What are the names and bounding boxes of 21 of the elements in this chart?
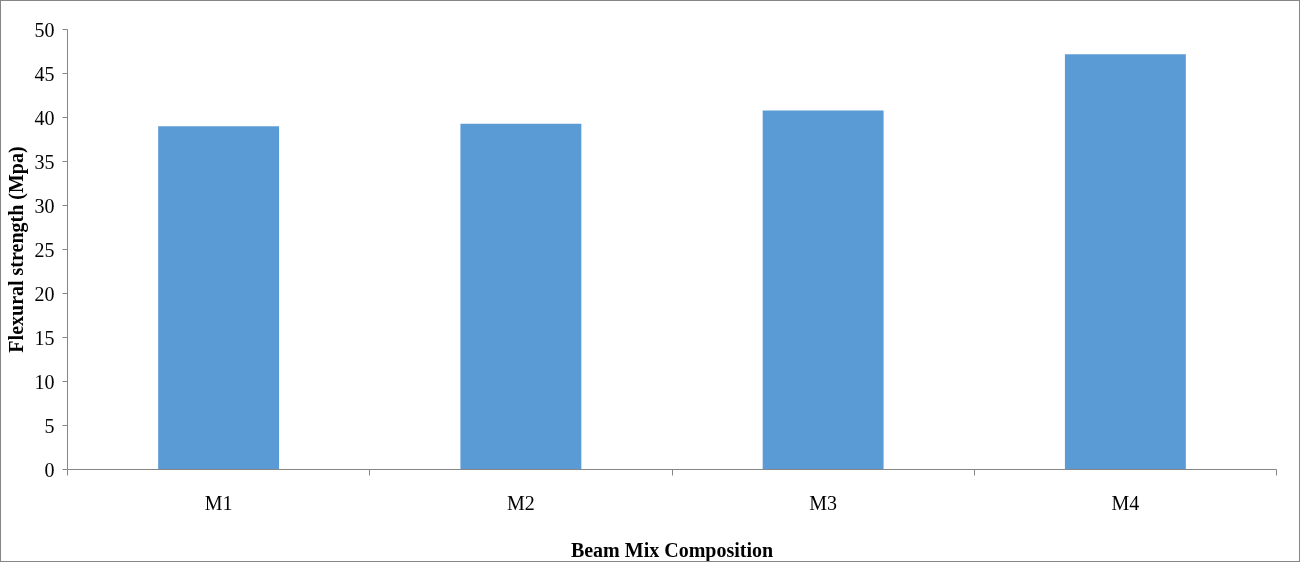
- x-tick-label: M2: [506, 491, 535, 514]
- y-tick-label: 20: [34, 282, 55, 305]
- x-tick-label: M3: [809, 491, 838, 514]
- bar: [460, 123, 582, 470]
- y-tick-label: 5: [44, 414, 55, 437]
- y-tick-label: 40: [34, 106, 55, 129]
- bar: [158, 126, 280, 470]
- y-tick-label: 25: [34, 238, 55, 261]
- y-tick-label: 10: [34, 370, 55, 393]
- y-tick-label: 35: [34, 150, 55, 173]
- y-tick-label: 15: [34, 326, 55, 349]
- x-axis-title: Beam Mix Composition: [570, 538, 774, 562]
- bar: [762, 110, 884, 470]
- bar: [1064, 54, 1186, 470]
- x-tick-label: M1: [204, 491, 233, 514]
- y-axis-title: Flexural strength (Mpa): [4, 146, 28, 353]
- x-tick-label: M4: [1111, 491, 1140, 514]
- y-tick-label: 45: [34, 62, 55, 85]
- y-tick-label: 50: [34, 18, 55, 41]
- y-tick-label: 0: [44, 458, 55, 481]
- y-tick-label: 30: [34, 194, 55, 217]
